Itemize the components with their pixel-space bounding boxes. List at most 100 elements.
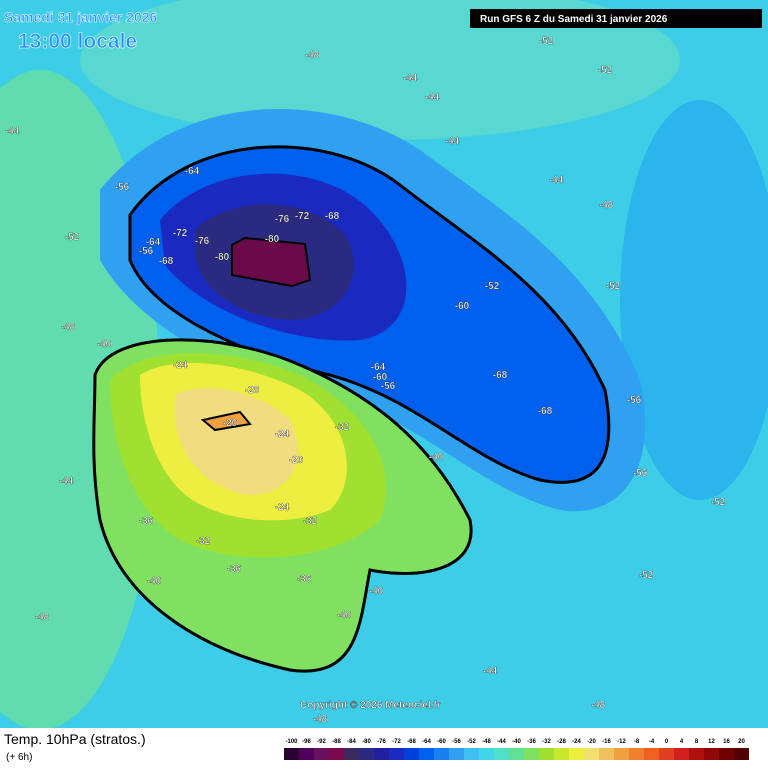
contour-label: -44 — [425, 92, 440, 103]
run-box — [470, 9, 762, 28]
colorbar-swatch — [689, 748, 704, 760]
contour-label: -40 — [97, 339, 112, 350]
contour-label: -52 — [639, 570, 654, 581]
colorbar-label: -100 — [285, 739, 298, 745]
contour-label: -60 — [455, 301, 470, 312]
contour-label: -56 — [381, 381, 396, 392]
footer-title: Temp. 10hPa (stratos.) — [4, 731, 146, 747]
colorbar-swatch — [614, 748, 629, 760]
colorbar-swatch — [389, 748, 404, 760]
colorbar-swatch — [734, 748, 749, 760]
contour-label: -36 — [227, 564, 242, 575]
contour-label: -64 — [146, 237, 161, 248]
colorbar-label: -32 — [542, 739, 551, 745]
date: Samedi 31 janvier 2026 — [4, 9, 158, 25]
lead-time: (+ 6h) — [6, 752, 32, 763]
contour-label: -48 — [313, 714, 328, 725]
contour-label: -40 — [429, 452, 444, 463]
contour-label: -40 — [369, 586, 384, 597]
colorbar-swatch — [284, 748, 299, 760]
contour-label: -44 — [483, 666, 498, 677]
colorbar-swatch — [524, 748, 539, 760]
contour-label: -52 — [539, 36, 554, 47]
contour-label: -44 — [59, 476, 74, 487]
colorbar-swatch — [479, 748, 494, 760]
contour-label: -64 — [185, 166, 200, 177]
colorbar-swatch — [494, 748, 509, 760]
colorbar-label: 8 — [695, 739, 699, 745]
colorbar-label: -84 — [347, 739, 356, 745]
colorbar-label: -28 — [557, 739, 566, 745]
colorbar-swatch — [599, 748, 614, 760]
colorbar-swatch — [569, 748, 584, 760]
contour-label: -60 — [373, 372, 388, 383]
colorbar-label: 0 — [665, 739, 669, 745]
colorbar-swatch — [674, 748, 689, 760]
contour-label: -32 — [196, 536, 211, 547]
run-info: Run GFS 6 Z du Samedi 31 janvier 2026 — [480, 14, 668, 25]
contour-label: -44 — [403, 73, 418, 84]
contour-label: -76 — [275, 214, 290, 225]
contour-label: -80 — [265, 234, 280, 245]
contour-label: -64 — [371, 362, 386, 373]
colorbar-label: 12 — [708, 739, 715, 745]
contour-label: -56 — [115, 182, 130, 193]
colorbar-swatch — [584, 748, 599, 760]
colorbar-swatch — [554, 748, 569, 760]
contour-label: -20 — [223, 418, 238, 429]
contour-label: -48 — [591, 700, 606, 711]
colorbar-label: 20 — [738, 739, 745, 745]
colorbar-label: -68 — [407, 739, 416, 745]
colorbar-swatch — [704, 748, 719, 760]
colorbar-label: -12 — [617, 739, 626, 745]
warm-core — [200, 410, 252, 432]
contour-label: -52 — [598, 65, 613, 76]
contour-label: -48 — [35, 612, 50, 623]
warm-region — [175, 388, 298, 495]
colorbar-label: -80 — [362, 739, 371, 745]
colorbar-swatch — [464, 748, 479, 760]
colorbar-label: -64 — [422, 739, 431, 745]
colorbar-label: 4 — [680, 739, 684, 745]
contour-label: -40 — [337, 610, 352, 621]
contour-label: -48 — [599, 200, 614, 211]
contour-label: -56 — [139, 246, 154, 257]
copyright: Copyright © 2026 Meteociel.fr — [300, 700, 441, 711]
colorbar-swatch — [434, 748, 449, 760]
colorbar-label: -20 — [587, 739, 596, 745]
contour-label: -68 — [538, 406, 553, 417]
contour-label: -52 — [711, 497, 726, 508]
colorbar-swatch — [719, 748, 734, 760]
local-time: 13:00 locale — [18, 30, 137, 53]
contour-label: -24 — [275, 429, 290, 440]
contour-label: -48 — [61, 322, 76, 333]
contour-label: -32 — [303, 516, 318, 527]
contour-label: -68 — [493, 370, 508, 381]
contour-label: -24 — [275, 502, 290, 513]
contour-label: -76 — [195, 236, 210, 247]
colorbar-swatch — [509, 748, 524, 760]
contour-label: -28 — [245, 385, 260, 396]
contour-label: -72 — [295, 211, 310, 222]
region — [80, 0, 680, 140]
colorbar-label: -48 — [482, 739, 491, 745]
contour-label: -24 — [173, 360, 188, 371]
colorbar-swatch — [659, 748, 674, 760]
colorbar-label: -88 — [332, 739, 341, 745]
contour-label: -52 — [606, 281, 621, 292]
contour-label: -44 — [5, 126, 20, 137]
colorbar-label: -40 — [512, 739, 521, 745]
colorbar-swatch — [629, 748, 644, 760]
contour-label: -40 — [147, 576, 162, 587]
colorbar-label: -24 — [572, 739, 581, 745]
colorbar-swatch — [299, 748, 314, 760]
contour-label: -48 — [305, 50, 320, 61]
contour-label: -80 — [215, 252, 230, 263]
colorbar-swatch — [539, 748, 554, 760]
colorbar-label: -8 — [634, 739, 640, 745]
contour-label: -44 — [549, 175, 564, 186]
colorbar-label: -36 — [527, 739, 536, 745]
contour-label: -36 — [297, 574, 312, 585]
contour-label: -44 — [445, 136, 460, 147]
